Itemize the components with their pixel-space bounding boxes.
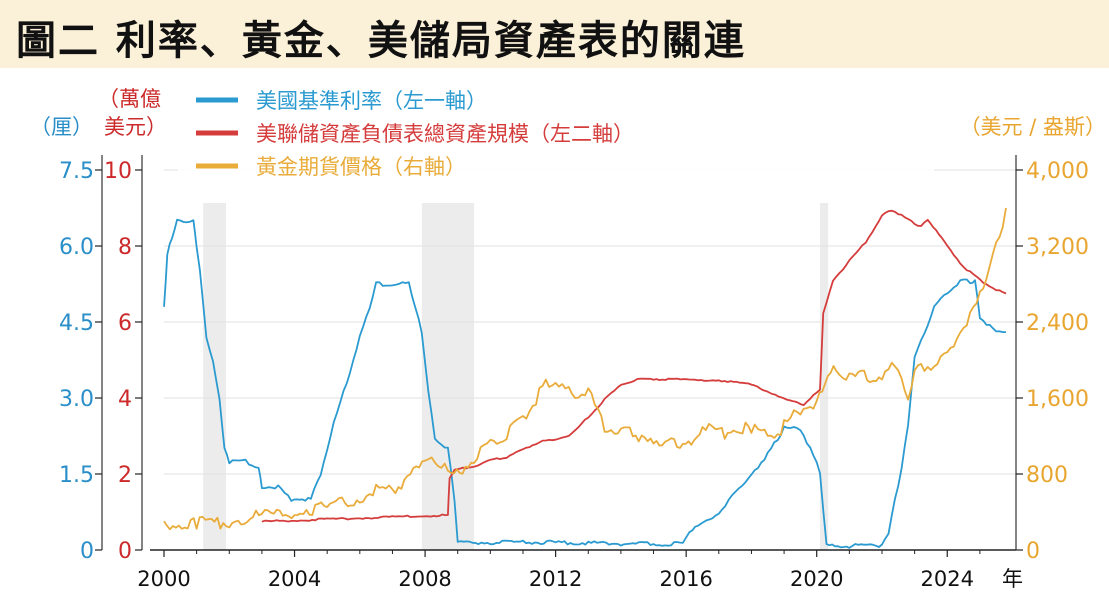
left1-unit-label: （厘）	[30, 115, 93, 139]
left1-tick-label: 6.0	[59, 235, 94, 260]
left1-tick-label: 7.5	[59, 159, 94, 184]
chart-title: 圖二 利率、黃金、美儲局資產表的關連	[16, 17, 746, 64]
right-unit-label: （美元 / 盎斯）	[960, 115, 1106, 139]
series-line-right	[163, 207, 1007, 531]
legend-label: 美聯儲資產負債表總資產規模（左二軸）	[256, 122, 634, 146]
x-tick-label: 2016	[659, 567, 712, 591]
x-tick-label: 2008	[398, 567, 451, 591]
recession-band	[203, 203, 227, 550]
x-tick-label: 2004	[268, 567, 321, 591]
left1-tick-label: 0	[80, 539, 94, 564]
right-tick-label: 1,600	[1026, 387, 1089, 412]
left2-tick-label: 10	[104, 159, 132, 184]
x-tick-label: 2020	[790, 567, 843, 591]
right-tick-label: 3,200	[1026, 235, 1089, 260]
left2-tick-label: 4	[118, 387, 132, 412]
right-tick-label: 0	[1026, 539, 1040, 564]
left2-tick-label: 0	[118, 539, 132, 564]
left1-tick-label: 1.5	[59, 463, 94, 488]
left2-tick-label: 6	[118, 311, 132, 336]
recession-band	[421, 203, 475, 550]
legend-label: 黃金期貨價格（右軸）	[256, 155, 466, 179]
x-tick-label: 2000	[137, 567, 190, 591]
right-tick-label: 2,400	[1026, 311, 1089, 336]
left1-tick-label: 3.0	[59, 387, 94, 412]
left1-tick-label: 4.5	[59, 311, 94, 336]
series-line-left2	[261, 209, 1007, 523]
left2-tick-label: 2	[118, 463, 132, 488]
recession-band	[819, 203, 829, 550]
right-tick-label: 4,000	[1026, 159, 1089, 184]
legend-label: 美國基準利率（左一軸）	[256, 89, 487, 113]
x-unit-label: 年	[1002, 567, 1023, 591]
title-bar: 圖二 利率、黃金、美儲局資產表的關連	[0, 0, 1109, 68]
series-line-left1	[163, 218, 1006, 549]
left2-unit-label-line2: 美元）	[104, 115, 167, 139]
left2-unit-label-line1: （萬億	[98, 87, 161, 111]
legend-box	[178, 78, 934, 198]
right-tick-label: 800	[1026, 463, 1068, 488]
x-tick-label: 2024	[921, 567, 974, 591]
left2-tick-label: 8	[118, 235, 132, 260]
x-tick-label: 2012	[529, 567, 582, 591]
